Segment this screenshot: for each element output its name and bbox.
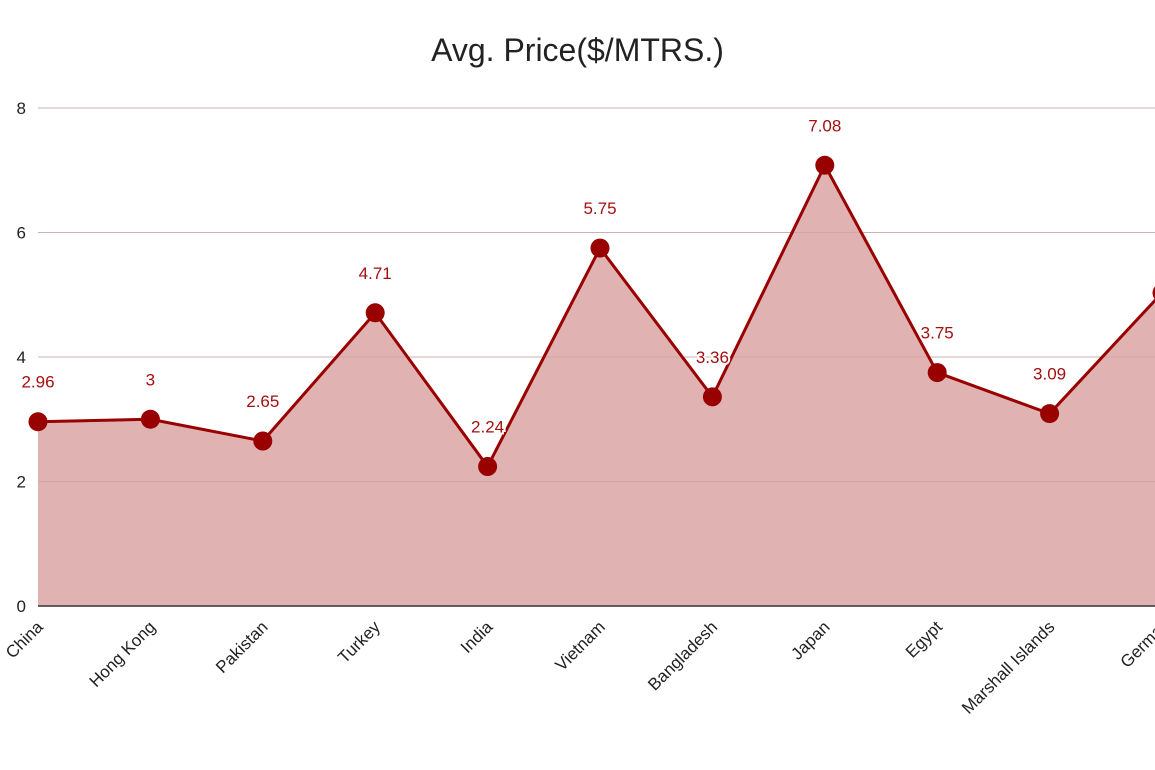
data-point xyxy=(702,387,722,407)
data-point xyxy=(28,412,48,432)
x-tick-label: Bangladesh xyxy=(644,617,721,694)
data-point xyxy=(927,363,947,383)
data-point xyxy=(478,457,498,477)
y-tick-label: 4 xyxy=(17,348,26,367)
x-tick-label: China xyxy=(2,617,47,662)
data-label: 5.75 xyxy=(583,199,616,218)
data-label: 7.08 xyxy=(808,116,841,135)
chart-title: Avg. Price($/MTRS.) xyxy=(431,32,724,68)
data-label: 2.65 xyxy=(246,392,279,411)
x-tick-label: Pakistan xyxy=(212,617,272,677)
data-point xyxy=(815,155,835,175)
data-label: 3.75 xyxy=(921,324,954,343)
x-tick-label: Japan xyxy=(787,617,833,663)
data-label: 2.96 xyxy=(21,373,54,392)
data-point xyxy=(365,303,385,323)
data-label: 3.09 xyxy=(1033,365,1066,384)
x-tick-label: Egypt xyxy=(902,617,946,661)
x-tick-label: India xyxy=(457,617,497,657)
data-label: 3.36 xyxy=(696,348,729,367)
y-tick-label: 6 xyxy=(17,224,26,243)
data-label: 2.24 xyxy=(471,418,504,437)
data-point xyxy=(1040,404,1060,424)
x-tick-label: Germar xyxy=(1117,617,1155,671)
data-point xyxy=(253,431,273,451)
y-tick-label: 2 xyxy=(17,473,26,492)
data-label: 4.71 xyxy=(359,264,392,283)
data-label: 3 xyxy=(146,370,155,389)
data-point xyxy=(1152,286,1155,300)
x-tick-label: Turkey xyxy=(334,617,384,667)
y-tick-label: 0 xyxy=(17,597,26,616)
x-tick-label: Marshall Islands xyxy=(958,617,1058,717)
x-tick-label: Hong Kong xyxy=(86,617,160,691)
data-point xyxy=(590,238,610,258)
data-point xyxy=(140,409,160,429)
y-tick-label: 8 xyxy=(17,99,26,118)
x-tick-label: Vietnam xyxy=(552,617,609,674)
series-area xyxy=(38,165,1155,606)
